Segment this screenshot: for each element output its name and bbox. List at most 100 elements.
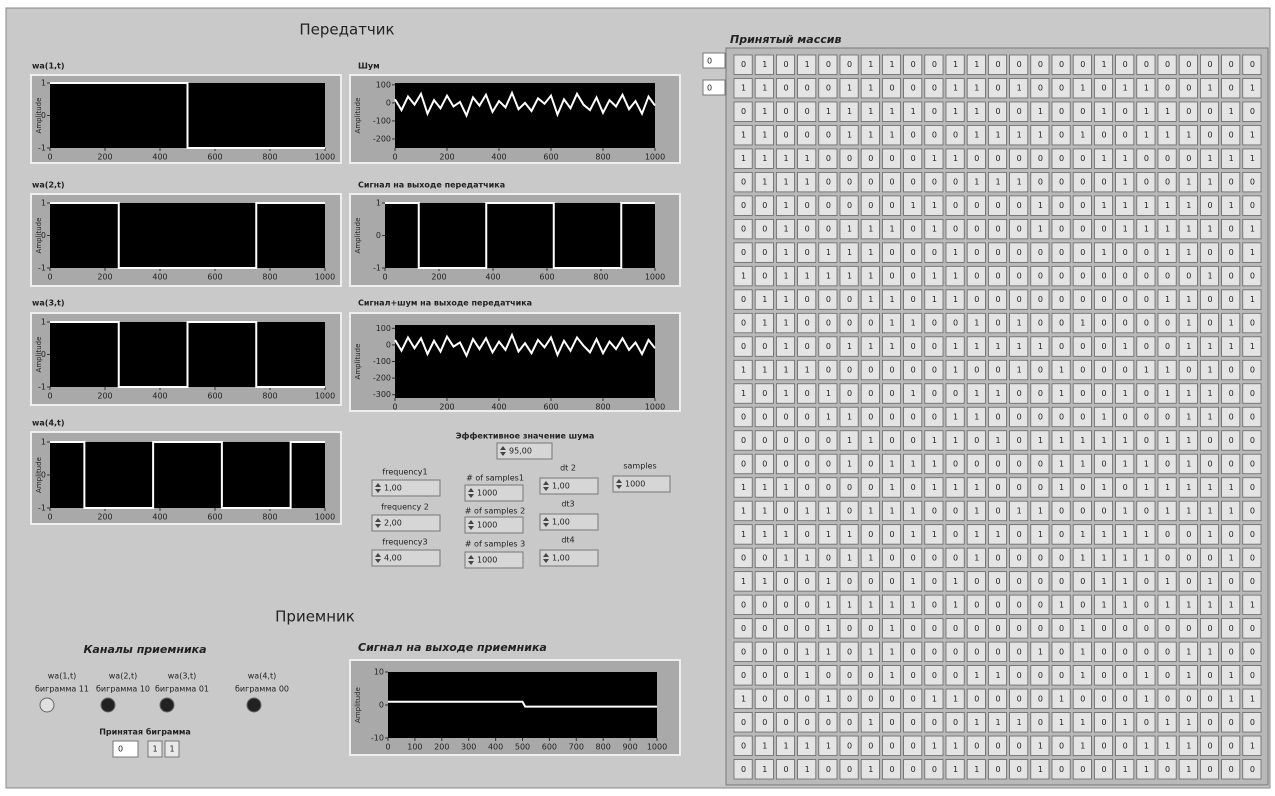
- array-value: 0: [1229, 272, 1234, 281]
- numeric-control[interactable]: [464, 516, 524, 534]
- array-cell: [882, 524, 902, 545]
- array-value: 0: [741, 624, 746, 633]
- array-value: 1: [1038, 436, 1043, 445]
- array-cell: [966, 759, 986, 780]
- array-value: 0: [1207, 248, 1212, 257]
- array-cell: [882, 289, 902, 310]
- bigram-cell: [147, 740, 163, 758]
- array-value: 0: [974, 600, 979, 609]
- array-cell: [839, 359, 859, 381]
- array-cell: [733, 688, 753, 709]
- array-value: 1: [1017, 342, 1022, 351]
- index-control[interactable]: [112, 740, 139, 758]
- numeric-control[interactable]: [539, 549, 599, 567]
- array-value: 1: [847, 553, 852, 562]
- array-value: 0: [932, 718, 937, 727]
- array-value: 1: [1229, 671, 1234, 680]
- array-cell: [776, 641, 796, 662]
- array-cell: [882, 430, 902, 451]
- array-cell: [818, 759, 838, 780]
- array-value: 0: [1101, 295, 1106, 304]
- array-value: 0: [1101, 694, 1106, 703]
- control-value: 1000: [477, 556, 497, 565]
- spinner[interactable]: [468, 520, 474, 530]
- numeric-control[interactable]: [496, 442, 553, 460]
- array-cell: [776, 195, 796, 216]
- array-cell: [924, 195, 944, 216]
- array-value: 0: [1144, 295, 1149, 304]
- spinner[interactable]: [375, 483, 381, 493]
- spinner[interactable]: [543, 553, 549, 563]
- array-value: 1: [741, 272, 746, 281]
- signal-line: [50, 82, 325, 149]
- array-cell: [797, 430, 817, 451]
- x-tick-label: 1000: [315, 513, 335, 522]
- numeric-control[interactable]: [371, 514, 441, 532]
- array-value: 0: [1165, 459, 1170, 468]
- array-value: 1: [889, 107, 894, 116]
- numeric-control[interactable]: [371, 549, 441, 567]
- spinner[interactable]: [543, 517, 549, 527]
- array-value: 0: [995, 647, 1000, 656]
- array-cell: [945, 665, 965, 686]
- array-value: 0: [1038, 154, 1043, 163]
- array-value: 0: [1144, 342, 1149, 351]
- array-cell: [776, 54, 796, 75]
- spinner[interactable]: [375, 553, 381, 563]
- array-cell: [1178, 218, 1198, 240]
- index-control[interactable]: [702, 52, 726, 69]
- y-tick-label: -1: [38, 264, 46, 273]
- spinner[interactable]: [468, 488, 474, 498]
- array-value: 1: [1144, 225, 1149, 234]
- x-tick-label: 0: [382, 273, 387, 282]
- array-cell: [988, 594, 1008, 616]
- array-cell: [1200, 383, 1220, 404]
- array-cell: [818, 218, 838, 240]
- array-value: 0: [1080, 154, 1085, 163]
- array-cell: [776, 524, 796, 545]
- array-value: 1: [783, 248, 788, 257]
- spinner[interactable]: [468, 555, 474, 565]
- array-cell: [924, 242, 944, 263]
- array-value: 0: [741, 765, 746, 774]
- array-value: 0: [889, 530, 894, 539]
- array-value: 0: [932, 553, 937, 562]
- array-value: 1: [953, 741, 958, 750]
- array-cell: [1030, 172, 1050, 193]
- spinner[interactable]: [375, 518, 381, 528]
- numeric-control[interactable]: [371, 479, 441, 497]
- array-cell: [1200, 500, 1220, 522]
- array-cell: [754, 547, 774, 569]
- array-cell: [839, 688, 859, 709]
- array-value: 0: [1207, 107, 1212, 116]
- spinner[interactable]: [543, 481, 549, 491]
- array-cell: [1072, 524, 1092, 545]
- spinner[interactable]: [500, 446, 506, 456]
- numeric-control[interactable]: [612, 475, 671, 493]
- array-value: 0: [741, 553, 746, 562]
- array-cell: [1221, 712, 1241, 733]
- spinner[interactable]: [616, 479, 622, 489]
- array-value: 1: [1207, 154, 1212, 163]
- index-control[interactable]: [702, 79, 726, 96]
- numeric-control[interactable]: [464, 484, 524, 502]
- bigram-title: Принятая биграмма: [99, 727, 191, 737]
- array-cell: [1009, 101, 1029, 122]
- array-cell: [1072, 547, 1092, 569]
- numeric-control[interactable]: [539, 513, 599, 531]
- array-cell: [1178, 312, 1198, 334]
- array-cell: [1030, 312, 1050, 334]
- numeric-control[interactable]: [539, 477, 599, 495]
- x-tick-label: 1000: [645, 273, 665, 282]
- array-value: 0: [974, 225, 979, 234]
- array-value: 1: [1080, 671, 1085, 680]
- numeric-control[interactable]: [464, 551, 524, 569]
- array-value: 1: [741, 530, 746, 539]
- signal-line: [388, 700, 657, 708]
- array-cell: [1115, 289, 1135, 310]
- array-cell: [733, 500, 753, 522]
- array-cell: [945, 430, 965, 451]
- array-value: 0: [995, 295, 1000, 304]
- array-cell: [1072, 289, 1092, 310]
- array-cell: [1136, 101, 1156, 122]
